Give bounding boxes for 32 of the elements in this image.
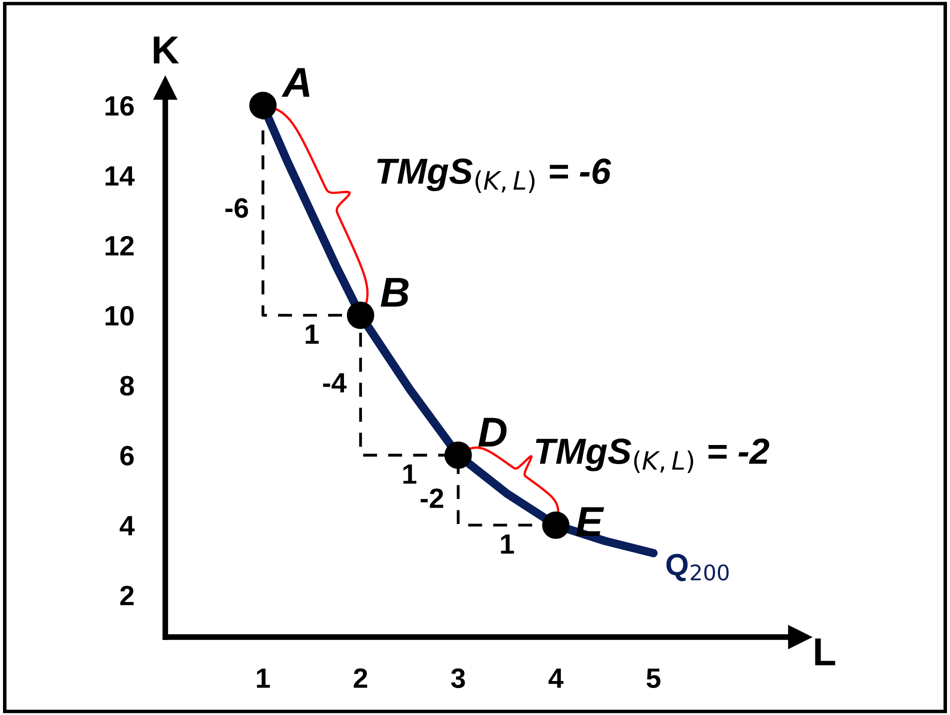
y-tick-label: 14 (106, 166, 135, 186)
annotation: 1 (306, 324, 319, 344)
annotation: TMgS$_{(K,L)}$ = -6 (377, 158, 612, 193)
annotation: B (380, 278, 409, 307)
annotation: -6 (225, 198, 248, 218)
x-tick-label: 4 (548, 668, 564, 688)
x-tick-label: 3 (451, 668, 465, 688)
y-tick-label: 16 (106, 96, 134, 116)
annotation: 1 (501, 534, 514, 554)
x-tick-label: 2 (354, 668, 368, 688)
annotation: -2 (420, 488, 444, 508)
y-tick-label: 12 (106, 236, 134, 256)
annotation: TMgS$_{(K,L)}$ = -2 (536, 438, 770, 473)
point (444, 442, 472, 469)
annotation: E (576, 507, 604, 536)
annotation: D (478, 418, 507, 447)
y-tick-label: 2 (120, 586, 134, 606)
y-tick-label: 10 (106, 306, 134, 326)
x-axis-title: L (815, 638, 836, 666)
y-axis-title: K (154, 36, 179, 64)
y-tick-label: 8 (120, 376, 134, 396)
annotation: 1 (403, 464, 416, 484)
point (542, 511, 570, 539)
point (346, 302, 374, 329)
x-tick-label: 1 (256, 668, 270, 688)
series-label: Q$_{200}$ (666, 554, 729, 582)
annotation: -4 (323, 373, 347, 392)
point (249, 92, 277, 120)
annotation: A (282, 68, 310, 97)
y-tick-label: 6 (120, 446, 134, 466)
y-tick-label: 4 (120, 516, 135, 536)
x-tick-label: 5 (646, 668, 660, 688)
